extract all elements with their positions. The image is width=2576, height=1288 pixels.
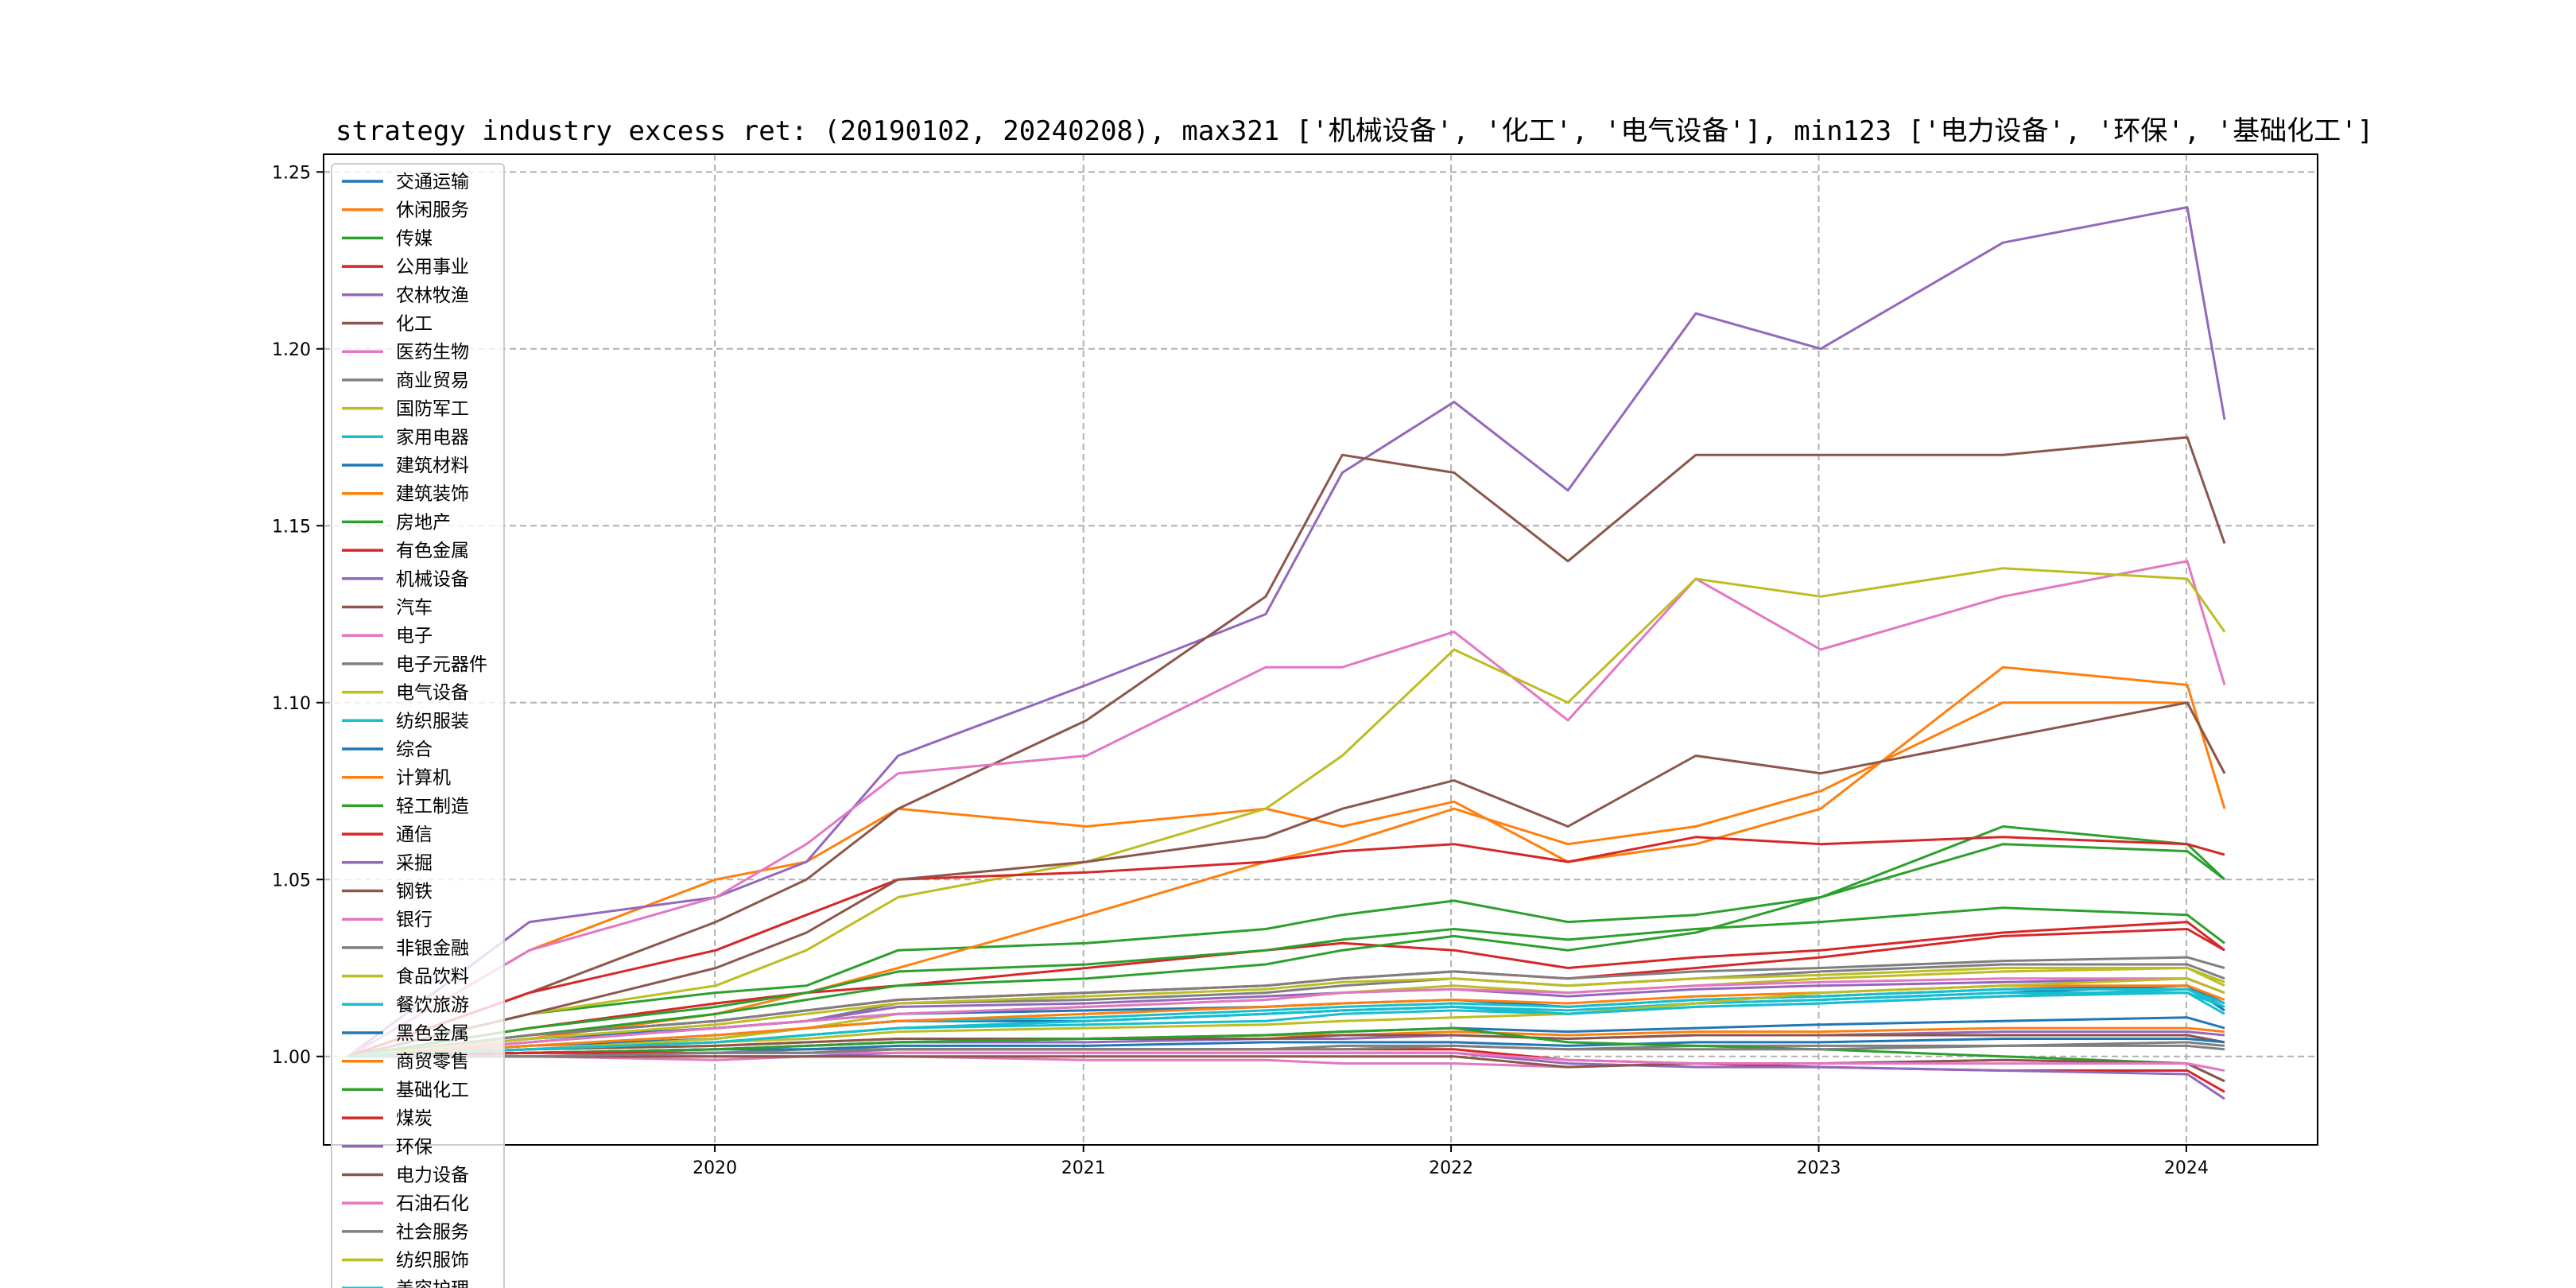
x-tick-label: 2024	[2164, 1158, 2209, 1178]
legend-label-27: 非银金融	[396, 938, 469, 959]
legend-label-31: 商贸零售	[396, 1052, 469, 1073]
legend: 交通运输休闲服务传媒公用事业农林牧渔化工医药生物商业贸易国防军工家用电器建筑材料…	[331, 163, 505, 1288]
series-line-25	[347, 1034, 2225, 1058]
series-line-32	[347, 1026, 2225, 1083]
x-tick-label: 2020	[692, 1158, 737, 1178]
series-line-35	[348, 1055, 2225, 1083]
series-line-1	[347, 665, 2226, 1057]
legend-label-22: 轻工制造	[396, 796, 469, 817]
legend-label-2: 传媒	[396, 228, 433, 249]
legend-label-9: 家用电器	[396, 427, 469, 448]
y-tick-label: 1.20	[272, 340, 311, 360]
series-line-28	[347, 967, 2225, 1058]
legend-label-12: 房地产	[396, 512, 451, 533]
legend-label-18: 电气设备	[396, 683, 469, 704]
series-line-2	[347, 843, 2225, 1058]
series-line-27	[347, 956, 2225, 1058]
legend-label-38: 纺织服饰	[396, 1251, 469, 1271]
series-line-8	[347, 567, 2226, 1058]
legend-label-39: 美容护理	[396, 1278, 469, 1288]
legend-label-15: 汽车	[396, 598, 433, 619]
legend-label-20: 综合	[396, 739, 433, 760]
y-tick-label: 1.15	[272, 517, 311, 537]
legend-label-30: 黑色金属	[396, 1023, 469, 1044]
series-line-5	[347, 436, 2226, 1058]
series-line-3	[347, 921, 2225, 1058]
plot-frame	[323, 153, 2318, 1146]
legend-label-7: 商业贸易	[396, 370, 469, 391]
legend-label-24: 采掘	[396, 853, 433, 874]
legend-label-0: 交通运输	[396, 172, 469, 192]
legend-label-25: 钢铁	[396, 882, 433, 902]
chart-title: strategy industry excess ret: (20190102,…	[336, 115, 2373, 147]
legend-label-19: 纺织服装	[396, 711, 469, 731]
legend-label-21: 计算机	[396, 768, 451, 789]
y-tick-label: 1.00	[272, 1048, 311, 1068]
legend-label-6: 医药生物	[396, 342, 469, 363]
y-axis: 1.00 1.05 1.10 1.15 1.20 1.25	[272, 163, 324, 1068]
series-line-39	[347, 987, 2225, 1058]
x-axis: 2020 2021 2022 2023 2024	[692, 1145, 2209, 1178]
legend-label-37: 社会服务	[396, 1222, 469, 1243]
legend-label-32: 基础化工	[396, 1080, 469, 1100]
legend-label-33: 煤炭	[396, 1108, 433, 1129]
legend-label-14: 机械设备	[396, 569, 469, 590]
series-line-4	[347, 206, 2226, 1057]
legend-label-23: 通信	[396, 824, 433, 845]
legend-label-34: 环保	[396, 1137, 433, 1158]
legend-label-13: 有色金属	[396, 541, 469, 561]
series-lines	[347, 206, 2226, 1100]
series-line-12	[347, 825, 2226, 1058]
legend-label-8: 国防军工	[396, 399, 469, 420]
legend-label-29: 餐饮旅游	[396, 995, 469, 1015]
legend-label-17: 电子元器件	[396, 654, 487, 675]
series-line-15	[347, 701, 2226, 1058]
series-line-11	[347, 701, 2226, 1058]
x-tick-label: 2022	[1429, 1158, 1473, 1178]
legend-label-10: 建筑材料	[396, 456, 469, 476]
legend-label-11: 建筑装饰	[396, 484, 469, 505]
legend-label-26: 银行	[396, 910, 433, 930]
legend-label-28: 食品饮料	[396, 967, 469, 987]
x-tick-label: 2021	[1061, 1158, 1106, 1178]
legend-box	[331, 163, 505, 1288]
legend-label-3: 公用事业	[396, 257, 469, 277]
legend-label-16: 电子	[396, 626, 433, 646]
y-tick-label: 1.10	[272, 694, 311, 714]
legend-label-1: 休闲服务	[396, 200, 469, 221]
legend-label-35: 电力设备	[396, 1166, 469, 1186]
x-tick-label: 2023	[1796, 1158, 1841, 1178]
y-tick-label: 1.25	[272, 163, 311, 183]
series-line-22	[347, 906, 2225, 1058]
series-line-6	[347, 560, 2226, 1057]
legend-label-5: 化工	[396, 314, 433, 335]
legend-label-4: 农林牧渔	[396, 285, 469, 306]
legend-label-36: 石油石化	[396, 1193, 469, 1214]
y-tick-label: 1.05	[272, 871, 311, 890]
series-line-37	[348, 1044, 2225, 1058]
series-line-26	[347, 977, 2225, 1058]
series-line-13	[347, 836, 2225, 1058]
